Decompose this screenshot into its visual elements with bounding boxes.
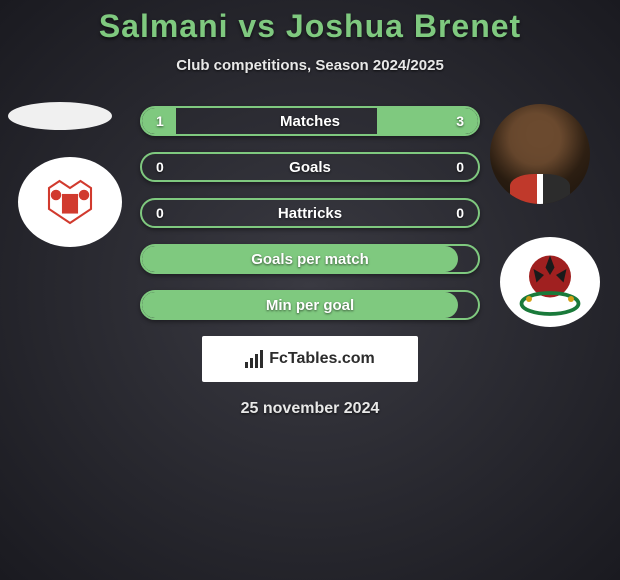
- player-avatar-left: [8, 102, 112, 130]
- stat-row: 0 Hattricks 0: [140, 198, 480, 228]
- stat-value-left: 0: [156, 205, 164, 221]
- stat-value-right: 3: [456, 113, 464, 129]
- stat-value-right: 0: [456, 205, 464, 221]
- watermark-text: FcTables.com: [269, 350, 375, 368]
- stat-row: 1 Matches 3: [140, 106, 480, 136]
- comparison-card: Salmani vs Joshua Brenet Club competitio…: [0, 0, 620, 580]
- stat-label: Goals per match: [251, 251, 369, 268]
- stat-label: Min per goal: [266, 297, 354, 314]
- stat-label: Hattricks: [278, 205, 342, 222]
- date-label: 25 november 2024: [0, 400, 620, 418]
- stat-rows: 1 Matches 3 0 Goals 0 0 Hattricks 0 Goals per mat…: [140, 102, 480, 320]
- stat-value-left: 0: [156, 159, 164, 175]
- crest-left-icon: [35, 172, 105, 232]
- stat-value-left: 1: [156, 113, 164, 129]
- subtitle: Club competitions, Season 2024/2025: [0, 57, 620, 74]
- player-avatar-right: [490, 104, 590, 204]
- stats-area: 1 Matches 3 0 Goals 0 0 Hattricks 0 Goals per mat…: [0, 102, 620, 418]
- stat-label: Matches: [280, 113, 340, 130]
- stat-row: Goals per match: [140, 244, 480, 274]
- stat-value-right: 0: [456, 159, 464, 175]
- club-crest-left: [18, 157, 122, 247]
- stat-row: Min per goal: [140, 290, 480, 320]
- stat-label: Goals: [289, 159, 331, 176]
- watermark-bars-icon: [245, 350, 263, 368]
- crest-right-icon: [510, 245, 590, 320]
- club-crest-right: [500, 237, 600, 327]
- page-title: Salmani vs Joshua Brenet: [0, 8, 620, 45]
- stat-row: 0 Goals 0: [140, 152, 480, 182]
- watermark: FcTables.com: [202, 336, 418, 382]
